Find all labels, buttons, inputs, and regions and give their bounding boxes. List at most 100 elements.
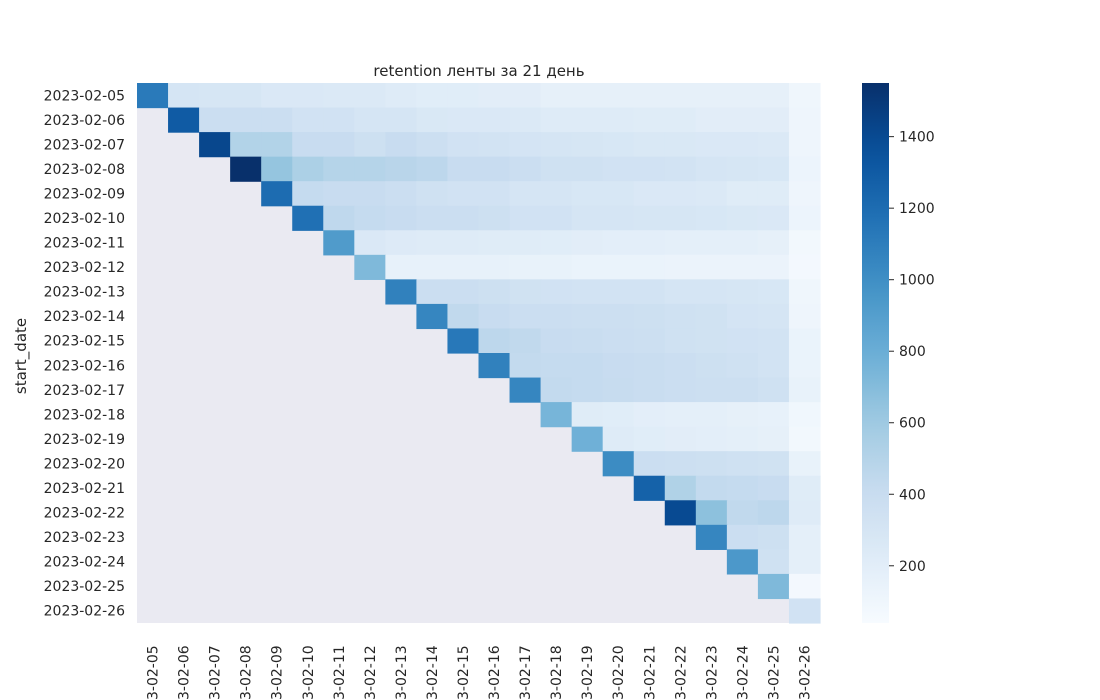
heatmap-cell	[323, 230, 355, 256]
heatmap-cell	[323, 132, 355, 158]
heatmap-cell	[602, 328, 635, 354]
heatmap-cell	[540, 230, 573, 256]
heatmap-cell	[323, 107, 355, 133]
heatmap-cell	[788, 353, 821, 379]
row-tick-label: 2023-02-23	[44, 530, 125, 546]
heatmap-cell	[292, 205, 324, 231]
column-tick-label: 3-02-08	[239, 645, 255, 700]
heatmap-cell	[478, 205, 511, 231]
heatmap-cell	[726, 475, 759, 501]
row-tick-label: 2023-02-17	[44, 383, 125, 399]
column-tick-label: 3-02-23	[704, 645, 720, 700]
heatmap-cell	[385, 181, 418, 207]
heatmap-cell	[292, 156, 324, 182]
heatmap-cell	[199, 132, 231, 158]
heatmap-cell	[757, 156, 790, 182]
heatmap-cell	[633, 353, 666, 379]
heatmap-cell	[602, 230, 635, 256]
heatmap-cell	[695, 402, 728, 428]
heatmap-cell	[788, 181, 821, 207]
heatmap-cell	[788, 254, 821, 280]
heatmap-cell	[664, 107, 697, 133]
heatmap-cell	[757, 303, 790, 330]
heatmap-cell	[509, 377, 542, 403]
heatmap-cell	[757, 500, 790, 526]
heatmap-cell	[354, 132, 386, 158]
heatmap-cell	[602, 353, 635, 379]
heatmap-cell	[664, 205, 697, 231]
heatmap-cell	[633, 402, 666, 428]
heatmap-cell	[633, 83, 666, 109]
heatmap-cell	[664, 181, 697, 207]
heatmap-cell	[602, 156, 635, 182]
heatmap-cell	[788, 549, 821, 575]
heatmap-cell	[695, 500, 728, 526]
heatmap-cell	[385, 107, 418, 133]
column-tick-label: 3-02-09	[270, 645, 286, 700]
heatmap-cell	[726, 500, 759, 526]
colorbar-tick-label: 200	[899, 559, 926, 575]
heatmap-cell	[540, 377, 573, 403]
heatmap-cell	[323, 156, 355, 182]
heatmap-cell	[757, 132, 790, 158]
heatmap-cell	[571, 328, 604, 354]
heatmap-cell	[230, 132, 262, 158]
heatmap-cell	[726, 353, 759, 379]
heatmap-cell	[788, 598, 821, 624]
heatmap-cell	[633, 377, 666, 403]
heatmap-cell	[540, 132, 573, 158]
heatmap-cell	[664, 83, 697, 109]
heatmap-cell	[633, 156, 666, 182]
heatmap-cell	[726, 402, 759, 428]
column-tick-label: 3-02-25	[766, 645, 782, 700]
row-tick-label: 2023-02-24	[44, 555, 125, 571]
heatmap-cell	[571, 279, 604, 305]
heatmap-cell	[354, 254, 386, 280]
heatmap-cell	[447, 279, 480, 305]
heatmap-cell	[509, 156, 542, 182]
colorbar-tick-label: 400	[899, 487, 926, 503]
heatmap-cell	[788, 451, 821, 477]
column-tick-label: 3-02-11	[332, 645, 348, 700]
heatmap-cell	[385, 230, 418, 256]
heatmap-cell	[478, 181, 511, 207]
heatmap-cell	[726, 181, 759, 207]
heatmap-cell	[695, 83, 728, 109]
heatmap-cell	[757, 353, 790, 379]
heatmap-cell	[695, 156, 728, 182]
heatmap-cell	[726, 205, 759, 231]
heatmap-cell	[788, 524, 821, 550]
column-tick-label: 3-02-06	[177, 645, 193, 700]
heatmap-cell	[633, 426, 666, 452]
heatmap-cell	[757, 107, 790, 133]
heatmap-cell	[695, 230, 728, 256]
row-tick-label: 2023-02-15	[44, 334, 125, 350]
heatmap-cell	[385, 132, 418, 158]
column-tick-label: 3-02-16	[487, 645, 503, 700]
heatmap-cell	[261, 107, 293, 133]
heatmap-cell	[757, 181, 790, 207]
heatmap-cell	[633, 107, 666, 133]
y-axis-label: start_date	[12, 318, 31, 394]
heatmap-cell	[788, 279, 821, 305]
heatmap-cell	[788, 303, 821, 330]
heatmap-cell	[726, 524, 759, 550]
heatmap-cell	[664, 500, 697, 526]
heatmap-cell	[354, 205, 386, 231]
heatmap-cell	[633, 132, 666, 158]
heatmap-cell	[664, 279, 697, 305]
heatmap-cell	[416, 156, 449, 182]
row-tick-label: 2023-02-19	[44, 432, 125, 448]
heatmap-cell	[788, 426, 821, 452]
heatmap-cell	[447, 107, 480, 133]
colorbar-ticks: 200 400 600 800 1000 1200 1400	[889, 130, 935, 575]
heatmap-cell	[602, 303, 635, 330]
heatmap-cell	[571, 303, 604, 330]
heatmap-cell	[788, 156, 821, 182]
heatmap-cell	[664, 475, 697, 501]
row-tick-label: 2023-02-20	[44, 456, 125, 472]
heatmap-cell	[664, 353, 697, 379]
column-tick-label: 3-02-05	[146, 645, 162, 700]
heatmap-cell	[571, 353, 604, 379]
heatmap-cell	[726, 254, 759, 280]
